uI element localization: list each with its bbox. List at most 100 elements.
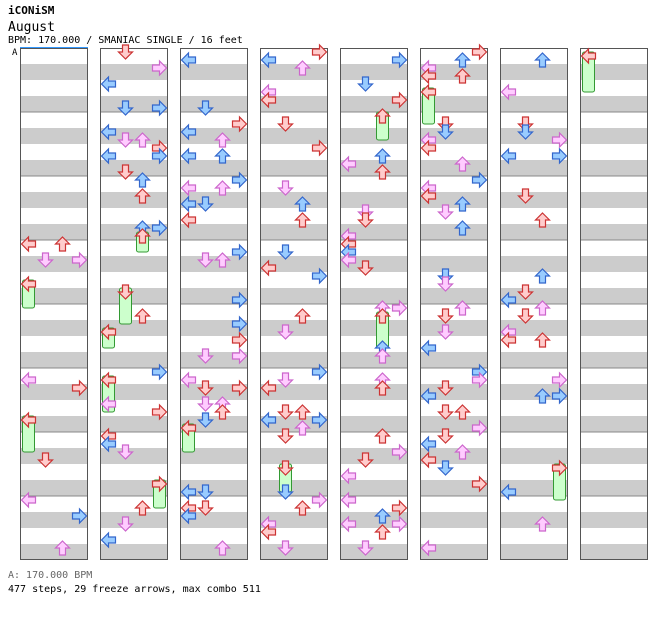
beat-stripe (180, 480, 248, 496)
down-arrow (437, 324, 454, 340)
chart-stats: 477 steps, 29 freeze arrows, max combo 5… (8, 584, 261, 595)
left-arrow (100, 395, 117, 413)
beat-stripe (500, 352, 568, 368)
beat-stripe (420, 448, 488, 464)
beat-stripe (340, 96, 408, 112)
up-arrow (374, 148, 391, 164)
beat-stripe (420, 352, 488, 368)
right-arrow (231, 171, 248, 189)
beat-stripe (260, 160, 328, 176)
down-arrow (517, 284, 534, 300)
left-arrow (180, 123, 197, 141)
right-arrow (231, 243, 248, 261)
beat-stripe (260, 512, 328, 528)
up-arrow (374, 524, 391, 540)
left-arrow (100, 371, 117, 389)
left-arrow (420, 387, 437, 405)
beat-stripe (260, 128, 328, 144)
beat-stripe (580, 512, 648, 528)
right-arrow (551, 131, 568, 149)
up-arrow (534, 212, 551, 228)
up-arrow (214, 404, 231, 420)
beat-stripe (420, 128, 488, 144)
right-arrow (551, 387, 568, 405)
beat-stripe (500, 224, 568, 240)
right-arrow (71, 251, 88, 269)
up-arrow (374, 428, 391, 444)
down-arrow (517, 124, 534, 140)
down-arrow (437, 460, 454, 476)
beat-stripe (420, 192, 488, 208)
down-arrow (197, 348, 214, 364)
down-arrow (197, 412, 214, 428)
down-arrow (437, 124, 454, 140)
beat-stripe (340, 448, 408, 464)
column-border (20, 48, 88, 560)
down-arrow (197, 500, 214, 516)
beat-stripe (500, 192, 568, 208)
column-border (100, 48, 168, 560)
up-arrow (214, 180, 231, 196)
beat-stripe (180, 128, 248, 144)
right-arrow (311, 267, 328, 285)
up-arrow (454, 196, 471, 212)
beat-stripe (580, 128, 648, 144)
up-arrow (294, 60, 311, 76)
down-arrow (277, 460, 294, 476)
chart-column (260, 48, 328, 560)
beat-stripe (260, 384, 328, 400)
beat-stripe (180, 160, 248, 176)
beat-stripe (100, 544, 168, 560)
beat-stripe (580, 96, 648, 112)
down-arrow (357, 212, 374, 228)
left-arrow (100, 147, 117, 165)
beat-stripe (580, 448, 648, 464)
beat-stripe (580, 352, 648, 368)
down-arrow (357, 540, 374, 556)
down-arrow (197, 484, 214, 500)
down-arrow (117, 444, 134, 460)
left-arrow (500, 483, 517, 501)
right-arrow (471, 171, 488, 189)
down-arrow (277, 324, 294, 340)
down-arrow (357, 452, 374, 468)
down-arrow (357, 76, 374, 92)
beat-stripe (340, 256, 408, 272)
up-arrow (374, 308, 391, 324)
left-arrow (500, 291, 517, 309)
beat-stripe (180, 416, 248, 432)
right-arrow (471, 43, 488, 61)
beat-stripe (180, 256, 248, 272)
song-artist: iCONiSM (8, 4, 55, 17)
down-arrow (277, 428, 294, 444)
down-arrow (277, 540, 294, 556)
down-arrow (117, 164, 134, 180)
down-arrow (117, 132, 134, 148)
beat-stripe (20, 224, 88, 240)
beat-stripe (100, 256, 168, 272)
beat-stripe (580, 384, 648, 400)
down-arrow (197, 380, 214, 396)
left-arrow (180, 483, 197, 501)
down-arrow (277, 180, 294, 196)
right-arrow (231, 291, 248, 309)
left-arrow (340, 515, 357, 533)
bpm-legend: A: 170.000 BPM (8, 570, 93, 581)
beat-stripe (20, 448, 88, 464)
beat-stripe (180, 320, 248, 336)
right-arrow (311, 363, 328, 381)
beat-stripe (420, 160, 488, 176)
beat-stripe (260, 352, 328, 368)
down-arrow (117, 516, 134, 532)
right-arrow (311, 411, 328, 429)
beat-stripe (340, 320, 408, 336)
up-arrow (374, 380, 391, 396)
beat-stripe (500, 512, 568, 528)
column-border (580, 48, 648, 560)
up-arrow (534, 388, 551, 404)
left-arrow (180, 507, 197, 525)
beat-stripe (20, 512, 88, 528)
beat-stripe (420, 416, 488, 432)
beat-stripe (260, 544, 328, 560)
